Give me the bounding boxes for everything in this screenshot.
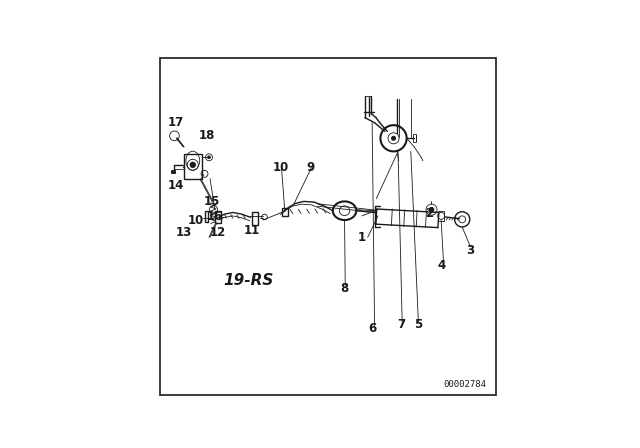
- Bar: [205, 211, 208, 222]
- Bar: [215, 211, 221, 223]
- Circle shape: [190, 162, 196, 168]
- Text: 13: 13: [176, 226, 192, 239]
- Text: 6: 6: [369, 322, 377, 335]
- Text: 9: 9: [307, 161, 315, 174]
- Text: 16: 16: [207, 210, 223, 223]
- Text: 10: 10: [188, 214, 204, 227]
- Text: 11: 11: [243, 224, 260, 237]
- Text: 8: 8: [340, 282, 349, 295]
- Text: 10: 10: [273, 161, 289, 174]
- Text: 14: 14: [167, 179, 184, 192]
- Text: 19-RS: 19-RS: [223, 273, 274, 288]
- Text: 12: 12: [210, 226, 227, 239]
- Text: 2: 2: [425, 207, 433, 220]
- Circle shape: [207, 156, 211, 159]
- Circle shape: [392, 136, 396, 140]
- Text: 17: 17: [168, 116, 184, 129]
- Bar: [171, 170, 175, 173]
- Text: 5: 5: [413, 318, 422, 331]
- Text: 1: 1: [358, 231, 366, 244]
- Bar: [184, 155, 202, 179]
- Text: 7: 7: [397, 318, 405, 331]
- Bar: [438, 211, 444, 221]
- Bar: [413, 134, 416, 142]
- Text: 00002784: 00002784: [443, 380, 486, 389]
- Text: 4: 4: [438, 259, 446, 272]
- Bar: [282, 207, 288, 216]
- Text: 15: 15: [204, 195, 220, 208]
- Bar: [252, 212, 258, 225]
- Circle shape: [429, 207, 434, 212]
- Text: 3: 3: [467, 244, 474, 257]
- Text: 18: 18: [198, 129, 215, 142]
